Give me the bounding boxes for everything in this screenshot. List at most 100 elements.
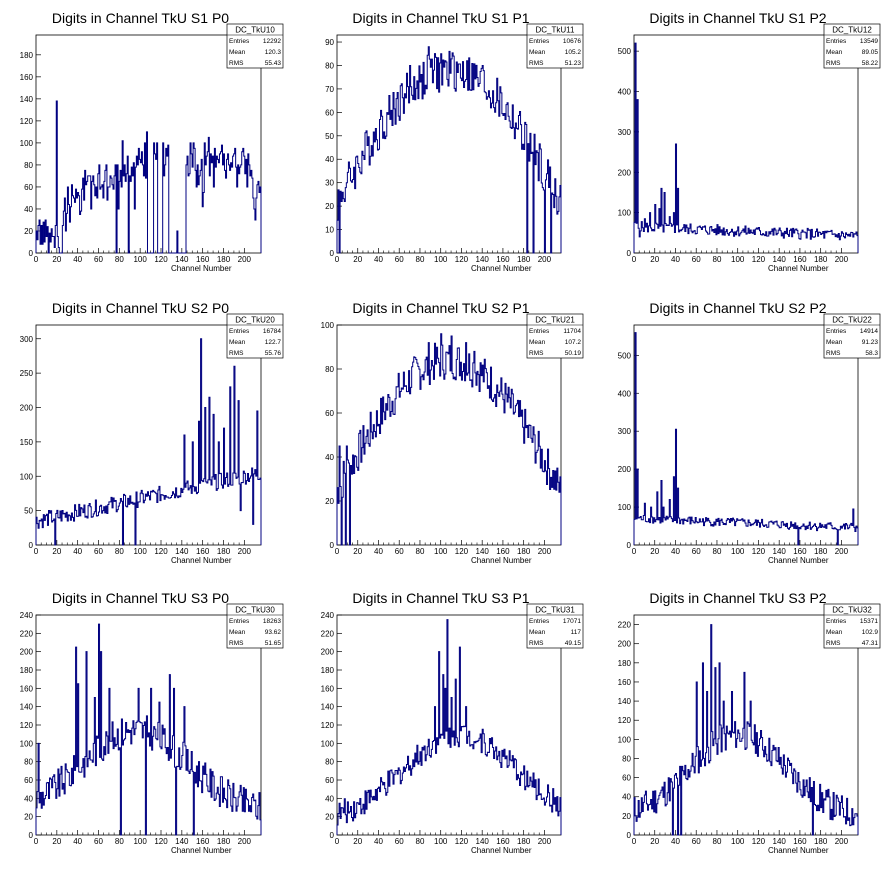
stats-label: Entries xyxy=(529,328,550,335)
y-tick-label: 150 xyxy=(20,438,34,447)
histogram-panel-3: Digits in Channel TkU S1 P2 Channel Numbe… xyxy=(618,10,881,273)
x-tick-label: 140 xyxy=(476,837,490,846)
y-tick-label: 140 xyxy=(321,703,335,712)
y-tick-label: 400 xyxy=(618,88,632,97)
y-tick-label: 100 xyxy=(321,739,335,748)
stats-box-title: DC_TkU10 xyxy=(235,26,275,35)
x-tick-label: 60 xyxy=(692,837,701,846)
y-tick-label: 140 xyxy=(618,697,632,706)
x-axis-label: Channel Number xyxy=(471,264,532,273)
histogram-line xyxy=(35,623,262,836)
stats-label: RMS xyxy=(529,60,544,67)
x-tick-label: 80 xyxy=(713,547,722,556)
stats-label: RMS xyxy=(826,60,841,67)
stats-value: 58.3 xyxy=(865,350,878,357)
x-tick-label: 200 xyxy=(238,837,252,846)
y-tick-label: 500 xyxy=(618,351,632,360)
histogram-line xyxy=(336,333,562,546)
y-tick-label: 300 xyxy=(618,128,632,137)
stats-box-title: DC_TkU31 xyxy=(535,606,575,615)
stats-box: DC_TkU32 Entries 15371 Mean 102.9 RMS 47.31 xyxy=(823,603,881,649)
x-tick-label: 80 xyxy=(115,547,124,556)
x-tick-label: 0 xyxy=(34,837,39,846)
histogram-panel-1: Digits in Channel TkU S1 P0 Channel Numbe… xyxy=(20,10,284,273)
stats-box: DC_TkU12 Entries 13549 Mean 89.05 RMS 58.22 xyxy=(823,23,881,69)
stats-box-frame xyxy=(823,603,881,649)
x-tick-label: 180 xyxy=(814,255,828,264)
x-tick-label: 180 xyxy=(517,837,531,846)
x-tick-label: 0 xyxy=(34,547,39,556)
stats-box-frame xyxy=(226,313,284,359)
x-tick-label: 160 xyxy=(496,837,510,846)
stats-value: 51.65 xyxy=(265,640,282,647)
x-tick-label: 20 xyxy=(52,547,61,556)
y-tick-label: 30 xyxy=(325,179,334,188)
y-tick-label: 240 xyxy=(20,611,34,620)
stats-label: RMS xyxy=(229,60,244,67)
x-tick-label: 120 xyxy=(752,255,766,264)
stats-box-title: DC_TkU12 xyxy=(832,26,872,35)
x-tick-label: 140 xyxy=(175,837,189,846)
y-tick-label: 100 xyxy=(618,209,632,218)
x-tick-label: 60 xyxy=(94,837,103,846)
x-tick-label: 180 xyxy=(814,837,828,846)
chart-title: Digits in Channel TkU S1 P0 xyxy=(52,10,229,26)
stats-label: Mean xyxy=(826,49,843,56)
x-tick-label: 160 xyxy=(793,547,807,556)
plot-frame xyxy=(35,324,262,546)
histogram-line xyxy=(633,42,859,253)
stats-value: 47.31 xyxy=(862,640,879,647)
x-axis-label: Channel Number xyxy=(171,556,232,565)
x-tick-label: 80 xyxy=(115,255,124,264)
x-tick-label: 20 xyxy=(353,255,362,264)
y-tick-label: 80 xyxy=(24,758,33,767)
x-tick-label: 120 xyxy=(154,547,168,556)
x-tick-label: 140 xyxy=(773,837,787,846)
y-tick-label: 200 xyxy=(321,648,335,657)
stats-value: 58.22 xyxy=(862,60,879,67)
x-tick-label: 200 xyxy=(538,547,552,556)
stats-value: 14914 xyxy=(860,328,878,335)
y-tick-label: 50 xyxy=(325,132,334,141)
x-tick-label: 40 xyxy=(73,255,82,264)
x-tick-label: 0 xyxy=(632,547,637,556)
stats-box: DC_TkU10 Entries 12292 Mean 120.3 RMS 55.43 xyxy=(226,23,284,69)
x-axis-label: Channel Number xyxy=(171,846,232,855)
y-tick-label: 200 xyxy=(618,168,632,177)
x-axis-label: Channel Number xyxy=(768,264,829,273)
x-tick-label: 180 xyxy=(814,547,828,556)
stats-box-title: DC_TkU30 xyxy=(235,606,275,615)
stats-value: 51.23 xyxy=(565,60,582,67)
x-tick-label: 0 xyxy=(34,255,39,264)
stats-box-frame xyxy=(526,313,584,359)
stats-label: Entries xyxy=(529,618,550,625)
x-tick-label: 160 xyxy=(196,837,210,846)
stats-box: DC_TkU21 Entries 11704 Mean 107.2 RMS 50.19 xyxy=(526,313,584,359)
x-tick-label: 120 xyxy=(752,837,766,846)
histogram-panel-9: Digits in Channel TkU S3 P2 Channel Numbe… xyxy=(618,590,881,855)
x-tick-label: 0 xyxy=(335,547,340,556)
stats-box: DC_TkU11 Entries 10676 Mean 105.2 RMS 51.23 xyxy=(526,23,584,69)
x-tick-label: 200 xyxy=(835,255,849,264)
stats-value: 89.05 xyxy=(862,49,879,56)
y-tick-label: 0 xyxy=(29,831,34,840)
stats-box: DC_TkU22 Entries 14914 Mean 91.23 RMS 58.3 xyxy=(823,313,881,359)
stats-label: RMS xyxy=(529,350,544,357)
y-tick-label: 100 xyxy=(618,735,632,744)
stats-label: RMS xyxy=(826,640,841,647)
stats-label: Entries xyxy=(229,618,250,625)
y-tick-label: 200 xyxy=(20,648,34,657)
y-tick-label: 40 xyxy=(325,453,334,462)
y-tick-label: 20 xyxy=(24,227,33,236)
y-tick-label: 90 xyxy=(325,38,334,47)
x-tick-label: 80 xyxy=(713,255,722,264)
stats-value: 102.9 xyxy=(862,629,879,636)
histogram-line xyxy=(35,100,262,254)
x-tick-label: 120 xyxy=(154,255,168,264)
stats-label: Mean xyxy=(826,629,843,636)
x-tick-label: 120 xyxy=(752,547,766,556)
y-tick-label: 100 xyxy=(20,139,34,148)
stats-value: 120.3 xyxy=(265,49,282,56)
y-tick-label: 60 xyxy=(24,776,33,785)
